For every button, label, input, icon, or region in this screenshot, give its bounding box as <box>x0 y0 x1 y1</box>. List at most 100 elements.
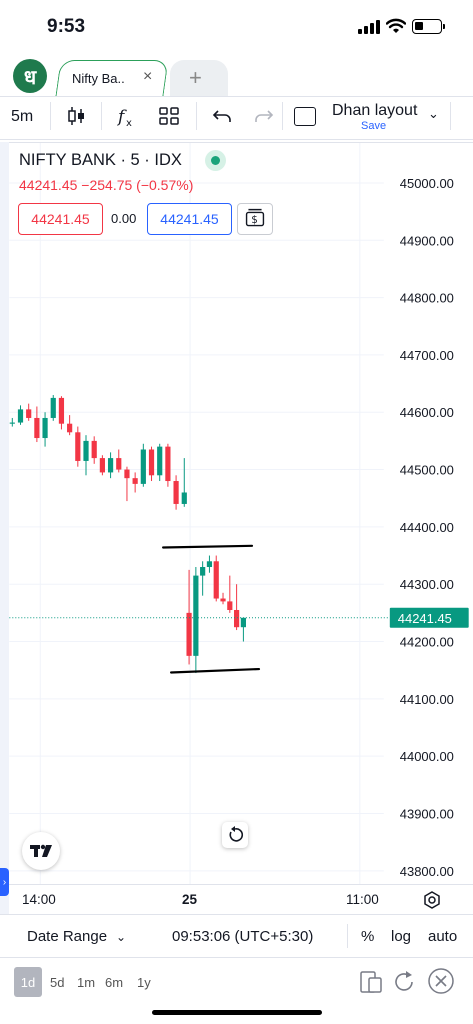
range-1m-button[interactable]: 1m <box>77 975 96 990</box>
date-range-button[interactable]: Date Range <box>27 928 108 945</box>
candle-body <box>220 598 226 602</box>
candle-body <box>75 432 81 461</box>
templates-icon[interactable] <box>157 104 181 128</box>
price-tick-label: 44200.00 <box>400 635 454 650</box>
price-tick-label: 44700.00 <box>400 348 454 363</box>
log-scale-button[interactable]: log <box>391 928 412 945</box>
chart-settings-icon[interactable] <box>422 890 442 910</box>
candles-icon[interactable] <box>64 104 88 128</box>
candle-body <box>107 458 114 473</box>
trendline-drawing <box>169 667 261 674</box>
trade-icon[interactable]: $ <box>237 203 273 235</box>
price-tick-label: 44800.00 <box>400 291 454 306</box>
candle-body <box>9 422 15 424</box>
date-range-compare-icon[interactable] <box>358 968 384 996</box>
auto-scale-button[interactable]: auto <box>428 928 458 945</box>
price-tick-label: 44000.00 <box>400 749 454 764</box>
interval-button[interactable]: 5m <box>11 108 34 125</box>
range-1d-button[interactable]: 1d <box>14 967 42 997</box>
candle-body <box>240 617 246 628</box>
candle-body <box>234 609 240 628</box>
candle-body <box>124 469 130 479</box>
candle-body <box>140 449 146 484</box>
time-label: 14:00 <box>22 892 56 907</box>
toolbar-divider <box>450 102 451 130</box>
close-icon[interactable] <box>427 967 455 995</box>
tab-close-icon[interactable]: × <box>143 68 153 85</box>
range-6m-button[interactable]: 6m <box>105 975 124 990</box>
range-5d-button[interactable]: 5d <box>50 975 65 990</box>
svg-text:$: $ <box>251 214 258 226</box>
chevron-down-icon[interactable]: ⌄ <box>428 106 439 121</box>
candle-body <box>34 417 40 439</box>
undo-icon[interactable] <box>210 104 234 128</box>
candle-body <box>227 601 233 610</box>
price-tick-label: 44500.00 <box>400 463 454 478</box>
candle-body <box>173 481 179 504</box>
chevron-down-icon[interactable]: ⌄ <box>116 930 127 944</box>
last-price-badge <box>389 607 469 628</box>
price-tick-label: 45000.00 <box>400 176 454 191</box>
price-tick-label: 44600.00 <box>400 405 454 420</box>
toolbar-divider <box>347 924 348 948</box>
symbol-title[interactable]: NIFTY BANK · 5 · IDX <box>19 151 182 169</box>
candle-body <box>186 612 192 656</box>
toolbar-divider <box>196 102 197 130</box>
price-tick-label: 43900.00 <box>400 806 454 821</box>
bottom-toolbar <box>0 914 473 958</box>
time-label: 25 <box>182 892 198 907</box>
expand-panel-icon[interactable]: › <box>0 868 9 896</box>
layout-name[interactable]: Dhan layout <box>332 102 418 119</box>
candle-body <box>99 458 105 473</box>
price-tick-label: 44300.00 <box>400 577 454 592</box>
svg-text:x: x <box>126 118 132 128</box>
market-status-icon <box>205 150 226 171</box>
candle-body <box>83 440 89 461</box>
candle-body <box>200 567 206 576</box>
toolbar-divider <box>282 102 283 130</box>
price-tick-label: 43800.00 <box>400 864 454 879</box>
svg-text:f: f <box>116 107 127 127</box>
buy-button[interactable]: 44241.45 <box>147 203 232 235</box>
cellular-signal-icon <box>358 20 380 34</box>
price-change: 44241.45 −254.75 (−0.57%) <box>19 177 194 193</box>
wifi-icon <box>386 18 406 33</box>
trendline-drawing <box>162 544 254 549</box>
new-tab-button[interactable]: + <box>170 60 228 96</box>
layout-save-link[interactable]: Save <box>361 120 387 132</box>
candle-body <box>67 423 73 433</box>
battery-icon <box>412 19 445 34</box>
range-bar <box>0 958 473 1006</box>
candle-body <box>132 478 138 484</box>
candle-body <box>181 492 187 504</box>
price-tick-label: 44100.00 <box>400 692 454 707</box>
candle-body <box>193 575 199 656</box>
range-1y-button[interactable]: 1y <box>137 975 151 990</box>
chart-toolbar <box>0 96 473 140</box>
candle-body <box>26 409 32 418</box>
redo-icon[interactable] <box>252 104 276 128</box>
candle-body <box>91 440 97 459</box>
candle-body <box>213 561 219 599</box>
home-indicator[interactable] <box>152 1010 322 1015</box>
sell-button[interactable]: 44241.45 <box>18 203 103 235</box>
candle-body <box>50 397 56 418</box>
toolbar-divider <box>101 102 102 130</box>
spread-value: 0.00 <box>111 211 137 226</box>
layout-icon[interactable] <box>294 107 316 126</box>
status-time: 9:53 <box>47 16 86 37</box>
clock-label[interactable]: 09:53:06 (UTC+5:30) <box>172 928 314 945</box>
refresh-icon[interactable] <box>393 969 417 995</box>
percent-scale-button[interactable]: % <box>361 928 375 945</box>
toolbar-divider <box>50 102 51 130</box>
indicators-icon[interactable]: f x <box>115 104 139 128</box>
reset-chart-icon[interactable] <box>222 822 248 848</box>
left-drawing-panel <box>0 142 9 914</box>
app-logo[interactable]: ध <box>13 59 47 93</box>
time-axis[interactable] <box>9 884 473 914</box>
price-chart[interactable]: 45000.00 44900.00 44800.00 44700.00 44600.00… <box>9 142 473 884</box>
tradingview-logo-icon[interactable] <box>22 832 60 870</box>
candle-body <box>42 417 48 439</box>
candle-body <box>206 561 213 568</box>
